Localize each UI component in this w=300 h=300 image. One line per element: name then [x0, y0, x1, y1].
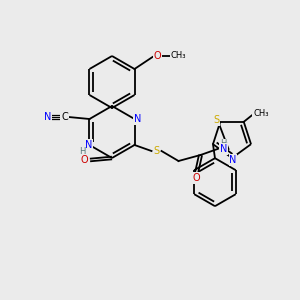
Text: C: C	[61, 112, 68, 122]
Text: N: N	[220, 144, 227, 154]
Text: O: O	[193, 173, 200, 183]
Text: O: O	[154, 51, 161, 61]
Text: CH₃: CH₃	[253, 109, 268, 118]
Text: N: N	[229, 155, 237, 165]
Text: S: S	[154, 146, 160, 156]
Text: N: N	[85, 140, 92, 150]
Text: N: N	[134, 114, 141, 124]
Text: H: H	[79, 146, 86, 155]
Text: N: N	[44, 112, 51, 122]
Text: S: S	[213, 115, 219, 125]
Text: CH₃: CH₃	[171, 52, 186, 61]
Text: H: H	[220, 140, 227, 148]
Text: O: O	[80, 155, 88, 165]
